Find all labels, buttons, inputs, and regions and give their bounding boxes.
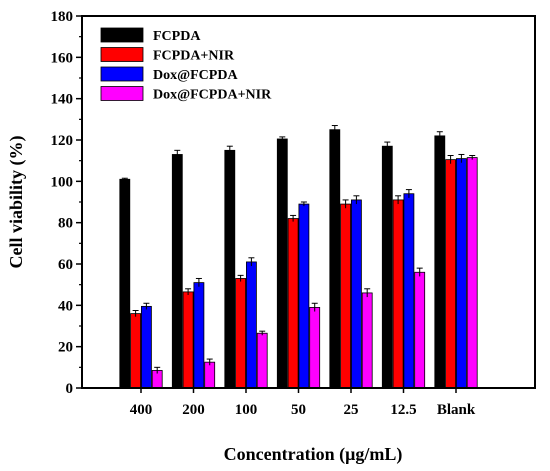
x-tick-label: 25 [344,402,359,418]
bar-FCPDA-12.5 [381,145,393,389]
y-tick-label: 0 [66,381,74,397]
bar-Dox@FCPDA+NIR-Blank [466,157,478,389]
y-tick-label: 20 [58,340,73,356]
y-tick-label: 40 [58,298,73,314]
legend-label: Dox@FCPDA [153,68,238,83]
x-tick-label: 100 [235,402,258,418]
bar-FCPDA-50 [276,138,288,389]
bar-FCPDA+NIR-200 [182,291,194,389]
bar-Dox@FCPDA+NIR-50 [309,306,321,389]
x-tick-label: Blank [437,402,476,418]
y-tick-label: 140 [51,92,74,108]
y-tick-label: 180 [51,9,74,25]
bar-Dox@FCPDA-Blank [455,158,467,389]
bar-FCPDA-100 [224,149,236,389]
bar-FCPDA+NIR-25 [340,203,352,389]
bar-FCPDA+NIR-100 [235,278,247,389]
bar-Dox@FCPDA+NIR-12.5 [414,271,426,389]
x-tick-label: 200 [182,402,205,418]
x-axis-title: Concentration (μg/mL) [224,444,403,465]
x-tick-label: 400 [130,402,153,418]
bar-Dox@FCPDA+NIR-25 [361,292,373,389]
y-tick-label: 60 [58,257,73,273]
y-tick-label: 120 [51,133,74,149]
legend-swatch [100,66,144,82]
bar-FCPDA-25 [329,129,341,389]
bar-FCPDA+NIR-12.5 [392,199,404,389]
bar-FCPDA+NIR-400 [130,313,142,389]
y-tick-label: 160 [51,50,74,66]
bar-FCPDA+NIR-50 [287,218,299,389]
bar-Dox@FCPDA+NIR-100 [256,332,268,389]
bars-layer [119,125,478,389]
legend-swatch [100,86,144,101]
bar-Dox@FCPDA-12.5 [403,193,415,389]
legend-label: Dox@FCPDA+NIR [153,88,272,103]
bar-FCPDA-400 [119,178,131,389]
x-tick-label: 12.5 [390,402,416,418]
bar-FCPDA+NIR-Blank [445,159,457,389]
legend-label: FCPDA+NIR [153,49,235,64]
legend-label: FCPDA [153,29,201,44]
y-tick-label: 80 [58,216,73,232]
bar-FCPDA-200 [171,154,183,389]
x-tick-label: 50 [291,402,306,418]
axes-layer: 400 200 100 50 25 12.5 Blank 0 20 40 60 80 100 120 140… [51,9,536,418]
bar-Dox@FCPDA-50 [298,203,310,389]
bar-FCPDA-Blank [434,135,446,389]
y-axis-title: Cell viability (%) [6,136,27,269]
bar-Dox@FCPDA-100 [245,261,257,389]
legend: FCPDA FCPDA+NIR Dox@FCPDA Dox@FCPDA+NIR [100,27,272,103]
y-tick-label: 100 [51,174,74,190]
legend-swatch [100,27,144,43]
bar-Dox@FCPDA-25 [350,199,362,389]
bar-Dox@FCPDA+NIR-200 [204,361,216,389]
bar-Dox@FCPDA-400 [140,305,152,389]
legend-swatch [100,47,144,62]
bar-Dox@FCPDA-200 [193,282,205,389]
